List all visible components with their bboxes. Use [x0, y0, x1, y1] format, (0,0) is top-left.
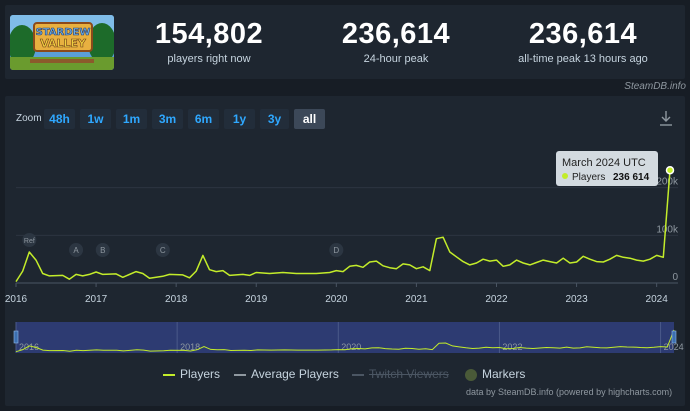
stat-value: 236,614 — [341, 18, 451, 50]
zoom-3m-button[interactable]: 3m — [152, 109, 183, 129]
tooltip: March 2024 UTC Players 236 614 — [556, 151, 658, 186]
navigator: 2016 2018 2020 2022 2024 — [13, 322, 684, 353]
marker-flag — [329, 243, 344, 257]
navigator-handle-right — [671, 330, 677, 344]
legend-item-markers[interactable]: Markers — [465, 366, 525, 382]
stat-value: 236,614 — [528, 18, 638, 50]
x-tick-label: 2022 — [485, 294, 508, 305]
tooltip-dot — [562, 173, 568, 179]
stat-value: 154,802 — [154, 18, 264, 50]
marker-label: D — [333, 246, 339, 255]
legend-swatch — [163, 373, 175, 376]
stat-label: players right now — [167, 53, 251, 65]
marker-label: C — [160, 246, 166, 255]
zoom-1w-button[interactable]: 1w — [80, 109, 111, 129]
zoom-3y-button[interactable]: 3y — [260, 109, 289, 129]
chart-grid — [15, 187, 678, 287]
zoom-1m-button[interactable]: 1m — [116, 109, 147, 129]
x-tick-label: 2016 — [5, 294, 28, 305]
navigator-grid — [15, 322, 662, 353]
logo-text-1: STARDEW — [36, 27, 91, 38]
stat-players-now: 154,802 players right now — [129, 18, 289, 65]
event-markers: Ref A B C D — [22, 233, 344, 257]
tooltip-series-name: Players — [572, 172, 605, 183]
players-series-line — [15, 170, 671, 283]
x-tick-label: 2020 — [325, 294, 348, 305]
navigator-line — [15, 329, 675, 353]
zoom-label: Zoom — [16, 113, 42, 124]
x-axis-labels: 2016 2017 2018 2019 2020 2021 2022 2023 2024 — [5, 294, 668, 305]
x-tick-label: 2017 — [85, 294, 108, 305]
stat-all-time-peak: 236,614 all-time peak 13 hours ago — [503, 18, 663, 65]
x-tick-label: 2018 — [165, 294, 188, 305]
chart-credit[interactable]: data by SteamDB.info (powered by highcha… — [466, 387, 673, 397]
y-tick-label: 200k — [656, 177, 679, 188]
x-tick-label: 2023 — [565, 294, 588, 305]
navigator-tick-label: 2022 — [502, 342, 522, 352]
steamdb-credit-top[interactable]: SteamDB.info — [624, 81, 686, 92]
logo-text-2: VALLEY — [40, 37, 87, 50]
zoom-48h-button[interactable]: 48h — [44, 109, 75, 129]
zoom-1y-button[interactable]: 1y — [224, 109, 255, 129]
zoom-6m-button[interactable]: 6m — [188, 109, 219, 129]
download-icon[interactable] — [659, 110, 673, 126]
hover-point — [665, 165, 675, 175]
legend-swatch — [234, 373, 246, 376]
tooltip-title: March 2024 UTC — [562, 157, 646, 169]
game-logo: STARDEW VALLEY — [10, 15, 114, 70]
stat-label: 24-hour peak — [363, 53, 429, 65]
navigator-handle-left — [13, 330, 19, 344]
navigator-tick-label: 2016 — [19, 342, 39, 352]
x-tick-label: 2019 — [245, 294, 268, 305]
legend-item-average-players[interactable]: Average Players — [234, 366, 339, 382]
marker-label: A — [73, 246, 79, 255]
legend-item-players[interactable]: Players — [163, 366, 220, 382]
chart-panel — [5, 96, 685, 406]
stats-header — [5, 5, 685, 79]
zoom-all-button[interactable]: all — [294, 109, 325, 129]
y-tick-label: 100k — [656, 224, 679, 235]
legend-swatch — [465, 368, 477, 381]
navigator-tick-label: 2020 — [341, 342, 361, 352]
marker-flag — [95, 243, 110, 257]
tooltip-value: 236 614 — [613, 172, 650, 183]
marker-flag — [22, 233, 37, 247]
y-axis-labels: 0 100k 200k — [656, 177, 679, 283]
stat-label: all-time peak 13 hours ago — [518, 53, 648, 65]
legend-swatch — [352, 373, 364, 376]
x-tick-label: 2021 — [405, 294, 428, 305]
navigator-tick-label: 2018 — [180, 342, 200, 352]
marker-label: Ref — [24, 238, 35, 245]
x-tick-label: 2024 — [646, 294, 669, 305]
y-tick-label: 0 — [672, 272, 678, 283]
tooltip-box — [556, 151, 658, 186]
navigator-tick-label: 2024 — [664, 342, 684, 352]
marker-flag — [155, 243, 170, 257]
legend-item-twitch-viewers[interactable]: Twitch Viewers — [352, 366, 449, 382]
marker-label: B — [100, 246, 105, 255]
chart-legend: Players Average Players Twitch Viewers M… — [0, 366, 690, 382]
navigator-labels: 2016 2018 2020 2022 2024 — [19, 342, 684, 352]
stat-24h-peak: 236,614 24-hour peak — [316, 18, 476, 65]
marker-flag — [69, 243, 84, 257]
